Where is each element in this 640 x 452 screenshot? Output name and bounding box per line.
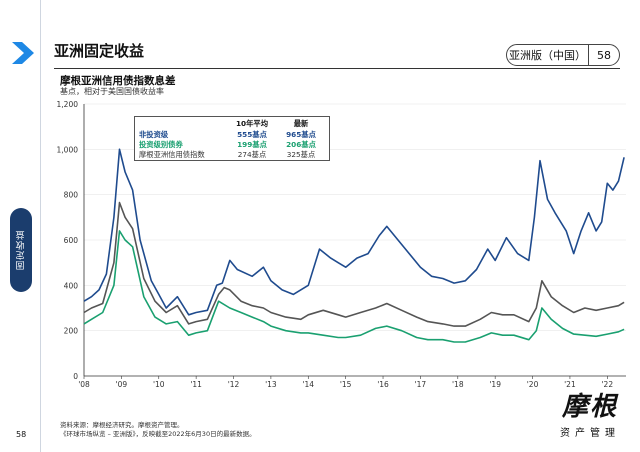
source-line-2: 《环球市场纵览 – 亚洲版》，反映截至2022年6月30日的最新数据。 <box>60 430 256 438</box>
legend-row-investment-grade: 投资级别债券 199基点 206基点 <box>135 140 329 151</box>
legend-table: 10年平均 最新 非投资级 555基点 965基点 投资级别债券 199基点 2… <box>134 116 330 161</box>
x-tick-label: '18 <box>452 380 464 389</box>
legend-avg: 555基点 <box>237 130 267 139</box>
legend-latest: 206基点 <box>286 140 316 149</box>
page-number-bottom: 58 <box>16 430 27 439</box>
legend-avg: 274基点 <box>237 150 267 159</box>
y-tick-label: 600 <box>64 236 79 245</box>
edition-divider <box>588 44 589 66</box>
x-tick-label: '17 <box>415 380 427 389</box>
page-number-top: 58 <box>597 48 611 62</box>
x-tick-label: '08 <box>78 380 90 389</box>
y-tick-label: 200 <box>64 327 79 336</box>
edition-badge: 亚洲版（中国） 58 <box>506 44 620 66</box>
page-title: 亚洲固定收益 <box>54 42 145 60</box>
source-line-1: 资料来源：摩根经济研究。摩根资产管理。 <box>60 421 184 429</box>
series-line-0 <box>83 148 625 316</box>
chevron-right-icon <box>12 42 34 64</box>
legend-header-latest: 最新 <box>293 119 309 128</box>
legend-row-high-yield: 非投资级 555基点 965基点 <box>135 130 329 141</box>
legend-name: 摩根亚洲信用债指数 <box>139 150 205 159</box>
series-line-1 <box>83 230 625 343</box>
chart-title: 摩根亚洲信用债指数息差 <box>60 75 176 87</box>
edition-label: 亚洲版（中国） <box>509 49 586 62</box>
x-tick-label: '13 <box>265 380 277 389</box>
y-tick-label: 0 <box>73 372 78 381</box>
title-divider <box>54 68 620 69</box>
x-tick-label: '10 <box>153 380 165 389</box>
y-tick-label: 1,200 <box>57 100 79 109</box>
brand-subtitle: 资产管理 <box>560 428 620 439</box>
source-note: 资料来源：摩根经济研究。摩根资产管理。 《环球市场纵览 – 亚洲版》，反映截至2… <box>60 421 256 439</box>
brand-calligraphy: 摩根 <box>561 392 618 422</box>
legend-header-avg: 10年平均 <box>235 119 269 128</box>
y-tick-label: 400 <box>64 281 79 290</box>
y-tick-label: 1,000 <box>57 145 79 154</box>
x-tick-label: '21 <box>564 380 576 389</box>
y-tick-label: 800 <box>64 191 79 200</box>
chart-subtitle: 基点，相对于美国国债收益率 <box>60 87 164 96</box>
x-tick-label: '14 <box>302 380 314 389</box>
legend-avg: 199基点 <box>237 140 267 149</box>
left-margin-line <box>40 0 41 452</box>
legend-name: 投资级别债券 <box>139 140 183 149</box>
x-tick-label: '16 <box>377 380 389 389</box>
x-tick-label: '15 <box>340 380 352 389</box>
x-tick-label: '19 <box>489 380 501 389</box>
x-tick-label: '12 <box>228 380 240 389</box>
brand-logo: 摩根 资产管理 <box>552 392 628 439</box>
legend-row-index: 摩根亚洲信用债指数 274基点 325基点 <box>135 150 329 161</box>
legend-latest: 325基点 <box>286 150 316 159</box>
x-tick-label: '11 <box>190 380 202 389</box>
legend-name: 非投资级 <box>139 130 169 139</box>
legend-latest: 965基点 <box>286 130 316 139</box>
legend-header-row: 10年平均 最新 <box>135 119 329 130</box>
x-tick-label: '20 <box>527 380 539 389</box>
series-line-2 <box>83 201 625 327</box>
x-tick-label: '22 <box>602 380 614 389</box>
x-tick-label: '09 <box>116 380 128 389</box>
